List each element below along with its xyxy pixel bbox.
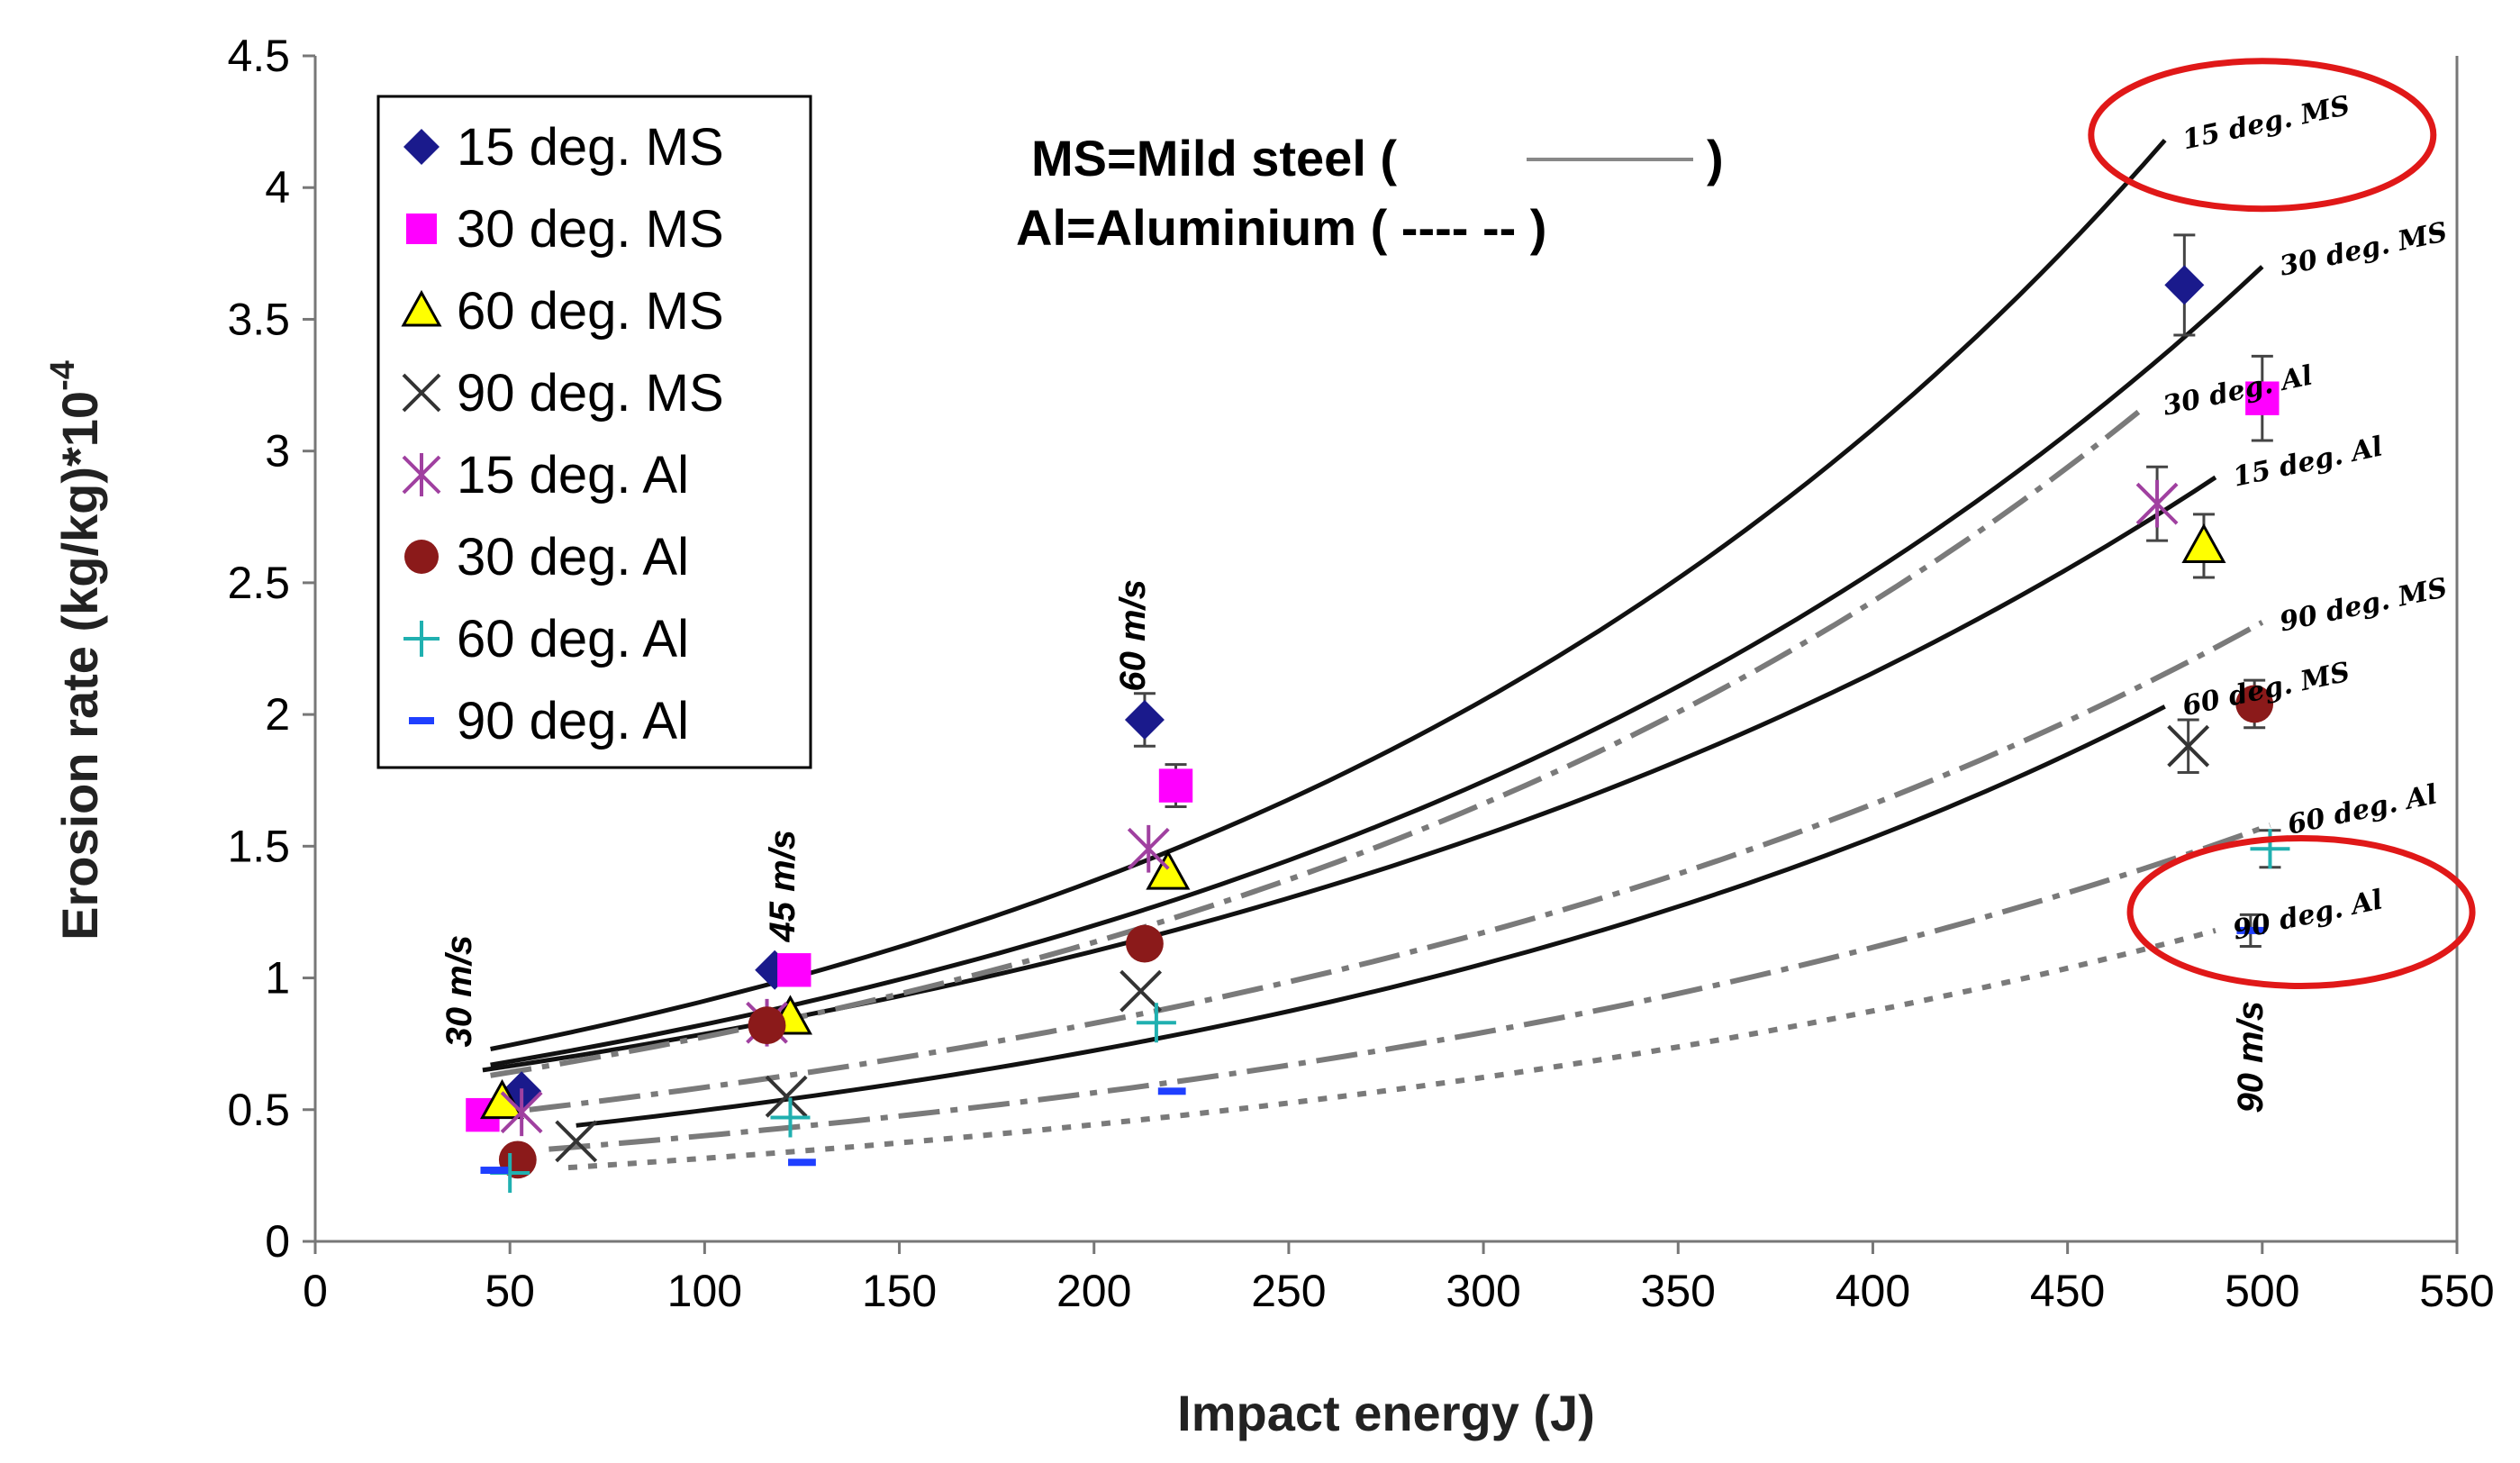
data-point	[500, 1088, 543, 1137]
x-tick-label: 450	[2030, 1266, 2105, 1316]
legend-marker	[409, 717, 434, 724]
y-axis-ticks: 0 0.5 1 1.5 2 2.5 3 3.5 4 4.5	[227, 31, 315, 1267]
y-tick-label: 1	[265, 953, 290, 1004]
curve-label: 60 deg. Al	[2285, 778, 2440, 841]
highlight-ellipse	[2126, 834, 2476, 989]
y-tick-label: 0	[265, 1216, 290, 1267]
legend-box	[376, 95, 812, 769]
x-tick-label: 250	[1251, 1266, 1326, 1316]
svg-text:Erosion rate (kg/kg)*10-4: Erosion rate (kg/kg)*10-4	[44, 360, 108, 940]
data-points	[466, 265, 2290, 1193]
material-note: MS=Mild steel ( ) Al=Aluminium ( ---- --…	[1016, 130, 1724, 256]
data-point	[2245, 381, 2280, 415]
curve-label: 30 deg. MS	[2277, 216, 2450, 283]
ms-note-end: )	[1707, 130, 1724, 186]
y-tick-label: 2.5	[227, 558, 290, 608]
legend-marker	[406, 214, 437, 244]
data-point	[2167, 724, 2210, 768]
legend-label: 15 deg. MS	[457, 118, 724, 177]
y-axis-title-main: Erosion rate (kg/kg)*10	[51, 391, 108, 940]
data-point	[2235, 685, 2274, 723]
velocity-annotation: 30 m/s	[440, 935, 479, 1048]
legend-label: 60 deg. MS	[457, 282, 724, 341]
data-point	[2135, 479, 2179, 528]
y-tick-label: 4	[265, 162, 290, 213]
data-point	[2250, 829, 2290, 869]
curve-label: 90 deg. MS	[2277, 572, 2450, 639]
data-point	[555, 1120, 598, 1163]
fit-curve	[490, 404, 2147, 1078]
legend-label: 30 deg. MS	[457, 200, 724, 259]
y-tick-label: 1.5	[227, 821, 290, 871]
velocity-annotations: 30 m/s 45 m/s 60 m/s 90 m/s	[440, 579, 2271, 1113]
fit-curve	[576, 704, 2166, 1128]
x-tick-label: 150	[862, 1266, 937, 1316]
data-point	[2181, 522, 2226, 564]
legend-marker	[401, 289, 442, 327]
data-point	[748, 1006, 786, 1045]
legend-marker	[402, 373, 441, 413]
curve-label: 90 deg. Al	[2230, 884, 2385, 946]
data-point	[770, 1097, 811, 1138]
x-axis-title: Impact energy (J)	[1177, 1385, 1595, 1441]
y-tick-label: 3	[265, 426, 290, 477]
data-point	[1119, 969, 1163, 1013]
velocity-annotation: 60 m/s	[1113, 579, 1153, 692]
legend-marker	[403, 129, 440, 165]
legend-marker	[402, 453, 441, 496]
al-note: Al=Aluminium ( ---- -- )	[1016, 199, 1546, 256]
y-axis-title-exponent: -4	[44, 360, 82, 391]
legend-marker	[403, 621, 440, 657]
curve-label: 30 deg. Al	[2160, 359, 2315, 422]
data-point	[1158, 768, 1193, 803]
x-tick-label: 350	[1641, 1266, 1716, 1316]
x-tick-label: 500	[2225, 1266, 2299, 1316]
data-point	[1136, 1003, 1176, 1043]
data-point	[480, 1167, 509, 1175]
velocity-annotation: 90 m/s	[2231, 1001, 2271, 1113]
data-point	[1146, 850, 1191, 890]
x-tick-label: 400	[1836, 1266, 1910, 1316]
y-tick-label: 2	[265, 689, 290, 740]
legend-label: 90 deg. Al	[457, 692, 689, 750]
data-point	[479, 1078, 525, 1120]
data-point	[1126, 924, 1164, 963]
curve-label: 15 deg. MS	[2180, 90, 2352, 157]
legend-marker	[404, 540, 439, 574]
data-point	[2236, 926, 2265, 934]
data-point	[1157, 1087, 1186, 1095]
y-tick-label: 4.5	[227, 31, 290, 81]
legend-label: 30 deg. Al	[457, 528, 689, 586]
x-tick-label: 50	[485, 1266, 535, 1316]
data-point	[1127, 824, 1170, 873]
x-tick-label: 200	[1056, 1266, 1131, 1316]
data-point	[765, 1075, 808, 1118]
legend-label: 90 deg. MS	[457, 364, 724, 423]
legend: 15 deg. MS 30 deg. MS 60 deg. MS 90 deg. MS…	[401, 118, 724, 750]
data-point	[777, 953, 811, 987]
legend-label: 60 deg. Al	[457, 610, 689, 668]
y-tick-label: 3.5	[227, 294, 290, 344]
x-tick-label: 0	[303, 1266, 328, 1316]
data-point	[1124, 699, 1165, 740]
x-axis-ticks: 0 50 100 150 200 250 300 350 400 450 500 550	[303, 1241, 2495, 1316]
x-tick-label: 100	[667, 1266, 742, 1316]
data-point	[788, 1159, 816, 1167]
error-bars	[1133, 233, 2281, 948]
y-tick-label: 0.5	[227, 1085, 290, 1135]
highlight-ellipses	[2088, 58, 2476, 989]
y-axis-title: Erosion rate (kg/kg)*10-4	[44, 360, 108, 940]
fit-curve	[529, 620, 2264, 1113]
velocity-annotation: 45 m/s	[763, 830, 802, 943]
x-tick-label: 300	[1446, 1266, 1520, 1316]
legend-label: 15 deg. Al	[457, 446, 689, 504]
highlight-ellipse	[2088, 58, 2437, 213]
fit-curve	[548, 822, 2271, 1152]
x-tick-label: 550	[2419, 1266, 2494, 1316]
data-point	[2164, 265, 2205, 305]
ms-note: MS=Mild steel (	[1031, 130, 1397, 186]
